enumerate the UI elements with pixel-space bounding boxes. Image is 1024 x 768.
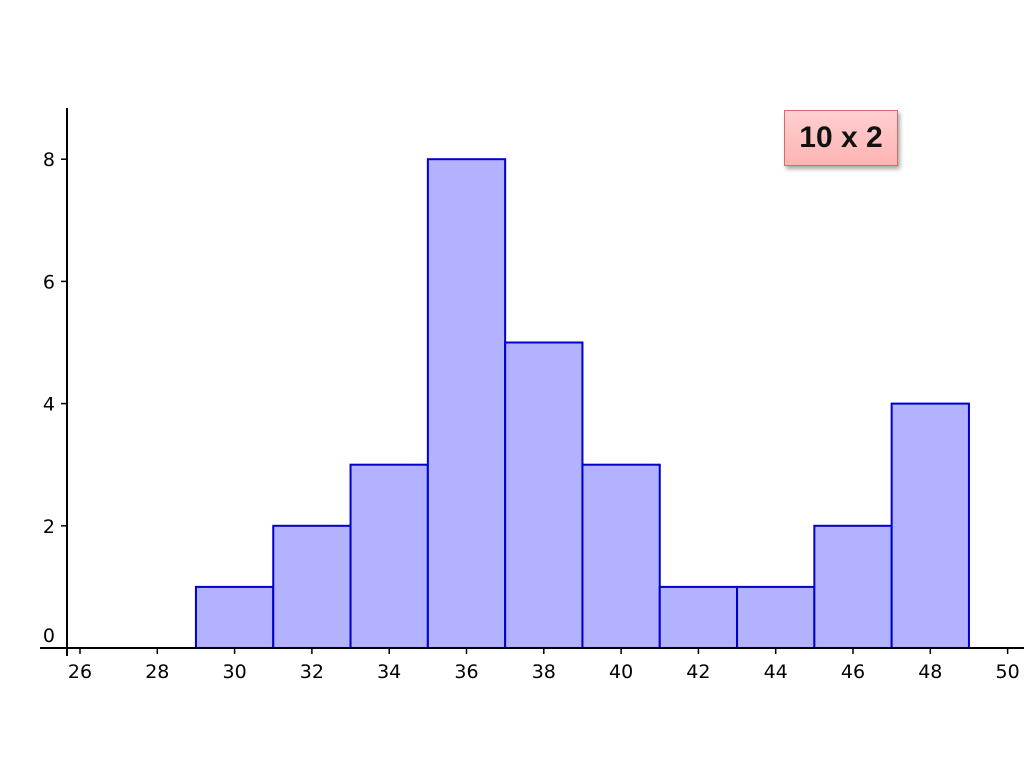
x-tick-label: 46 [841,661,865,683]
x-tick-label: 48 [918,661,942,683]
x-tick-label: 38 [532,661,556,683]
y-tick-label: 8 [43,149,55,171]
x-tick-label: 44 [764,661,788,683]
bars-group [194,158,970,650]
bin-size-label: 10 x 2 [784,110,898,166]
y-tick-label: 2 [43,516,55,538]
y-tick-labels: 0 2 4 6 8 [43,149,67,649]
x-tick-label: 34 [377,661,401,683]
x-tick-label: 42 [686,661,710,683]
histogram-bar [272,524,352,649]
y-tick-label: 0 [43,625,55,647]
x-tick-label: 40 [609,661,633,683]
histogram-bar [813,524,893,649]
histogram-bar [658,585,739,650]
histogram-bar [890,402,970,649]
histogram-bar [504,341,584,649]
bin-size-text: 10 x 2 [799,121,883,154]
x-tick-label: 36 [454,661,478,683]
y-tick-label: 4 [43,394,55,416]
x-tick-label: 30 [223,661,247,683]
histogram-bar [736,585,816,650]
x-tick-label: 32 [300,661,324,683]
x-tick-label: 50 [996,661,1020,683]
x-tick-label: 28 [145,661,169,683]
histogram-bar [581,463,661,650]
y-tick-label: 6 [43,271,55,293]
x-tick-labels: 26 28 30 32 34 36 38 40 42 44 46 48 50 [68,648,1020,683]
histogram-bar [426,158,507,649]
histogram-bar [194,585,275,650]
histogram-bar [349,463,429,650]
x-tick-label: 26 [68,661,92,683]
